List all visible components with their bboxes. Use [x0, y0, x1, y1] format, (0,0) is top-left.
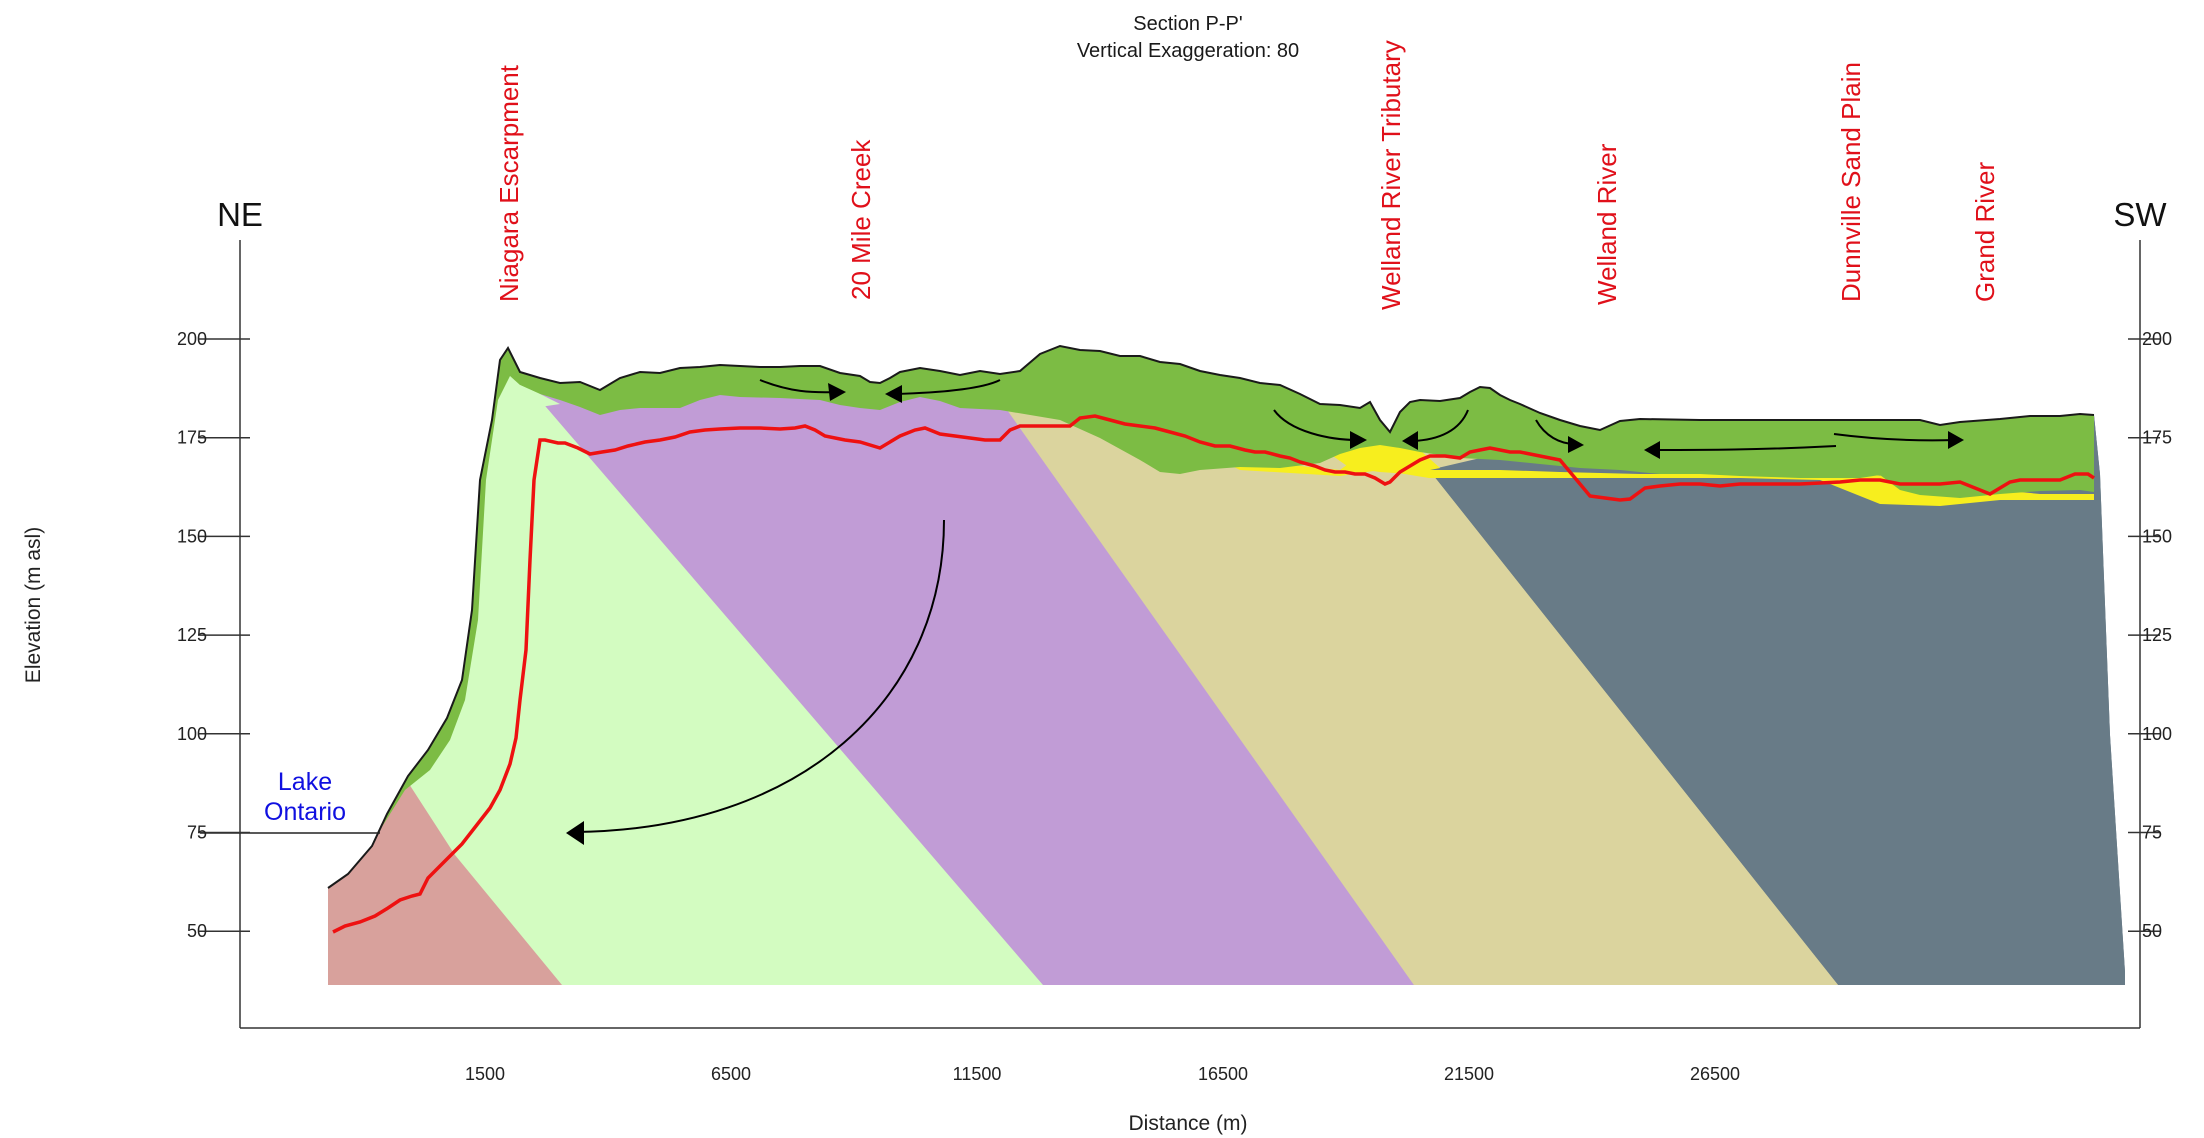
y-axis-ticks-left: 200 175 150 125 100 75 50 [177, 329, 250, 941]
direction-sw: SW [2113, 196, 2167, 233]
water-table [332, 414, 2095, 934]
y-tick-label-right: 50 [2142, 921, 2162, 941]
flow-arrow-sandplain [1833, 433, 1956, 442]
flow-arrow-tributary-a [1273, 409, 1359, 441]
feature-label: 20 Mile Creek [846, 139, 876, 300]
feature-labels: Niagara Escarpment 20 Mile Creek Welland R… [494, 40, 2000, 310]
sand-layer [1120, 420, 2094, 506]
axes-frame [239, 240, 2141, 1029]
y-axis-ticks-right: 200 175 150 125 100 75 50 [2128, 329, 2172, 941]
vertical-exaggeration-note: Vertical Exaggeration: 80 [1077, 40, 1299, 62]
y-tick-label-left: 100 [177, 724, 207, 744]
flow-arrowhead-20mile-a [828, 383, 846, 401]
feature-label: Welland River Tributary [1376, 40, 1406, 310]
flow-arrowhead-welland-b [1644, 441, 1660, 459]
x-tick-label: 26500 [1690, 1064, 1740, 1084]
flow-arrow-tributary-b [1411, 409, 1469, 442]
x-tick-label: 21500 [1444, 1064, 1494, 1084]
flow-arrowhead-large [566, 821, 584, 845]
feature-label: Welland River [1592, 143, 1622, 305]
x-axis-label: Distance (m) [1128, 1112, 1247, 1135]
flow-arrowhead-welland-a [1568, 436, 1584, 453]
flow-arrowhead-tributary-a [1350, 431, 1367, 449]
feature-label: Niagara Escarpment [494, 64, 524, 302]
unit-lightgreen-cover [510, 385, 560, 410]
section-title: Section P-P' [1133, 13, 1242, 35]
flow-arrowhead-tributary-b [1402, 431, 1418, 450]
x-tick-label: 16500 [1198, 1064, 1248, 1084]
y-tick-label-left: 75 [187, 823, 207, 843]
lake-label-line2: Ontario [264, 798, 346, 826]
y-tick-label-right: 100 [2142, 724, 2172, 744]
x-tick-label: 11500 [953, 1064, 1002, 1084]
ground-surface-line [327, 344, 2095, 889]
x-tick-label: 1500 [465, 1064, 505, 1084]
y-tick-label-right: 200 [2142, 329, 2172, 349]
lake-label-line1: Lake [278, 768, 332, 796]
feature-label: Grand River [1970, 162, 2000, 302]
x-axis-ticks: 1500 6500 11500 16500 21500 26500 [465, 1064, 1740, 1084]
surface-green-layer [328, 346, 2094, 985]
flow-arrow-welland-b [1655, 445, 1837, 451]
y-tick-label-right: 175 [2142, 428, 2172, 448]
flow-arrow-20mile-b [894, 379, 1001, 395]
direction-ne: NE [217, 196, 263, 233]
y-tick-label-right: 150 [2142, 526, 2172, 546]
y-axis-label: Elevation (m asl) [22, 527, 45, 683]
unit-tan-upper [930, 346, 1838, 985]
y-tick-label-left: 50 [187, 921, 207, 941]
y-tick-label-right: 125 [2142, 625, 2172, 645]
y-tick-label-right: 75 [2142, 823, 2162, 843]
y-tick-label-left: 200 [177, 329, 207, 349]
flow-arrow-large [574, 519, 945, 833]
y-tick-label-left: 175 [177, 428, 207, 448]
y-tick-label-left: 150 [177, 526, 207, 546]
flow-arrowhead-20mile-b [885, 385, 902, 403]
unit-red [328, 600, 562, 985]
geologic-units [328, 346, 2125, 985]
x-tick-label: 6500 [711, 1064, 751, 1084]
flow-arrowhead-sandplain [1948, 431, 1964, 449]
flow-arrows [566, 379, 1964, 845]
y-tick-label-left: 125 [177, 625, 207, 645]
feature-label: Dunnville Sand Plain [1836, 62, 1866, 302]
